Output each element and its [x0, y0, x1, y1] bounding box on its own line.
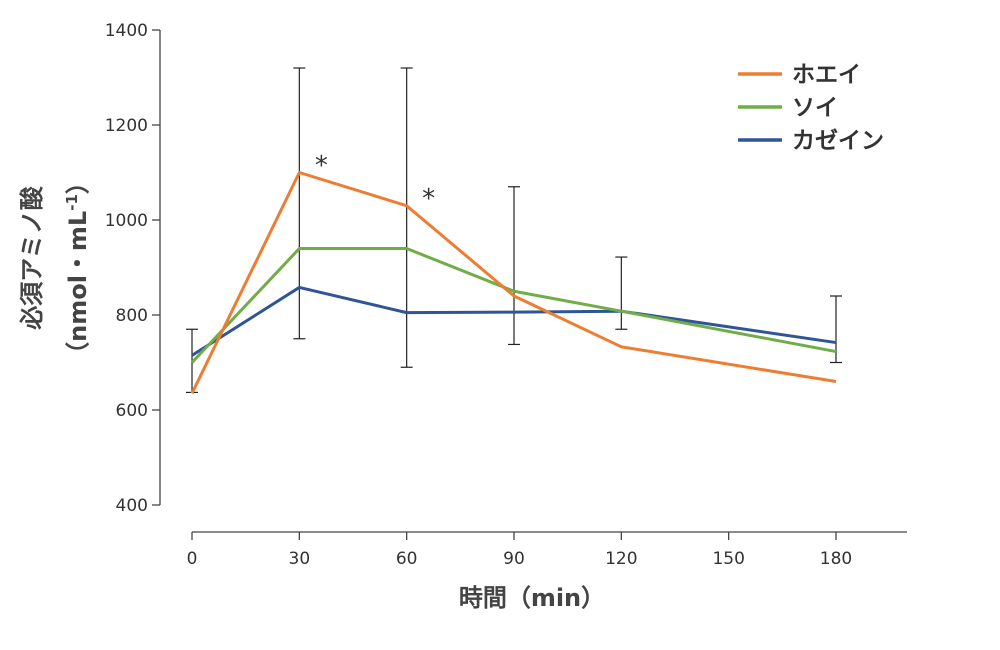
- y-tick-label: 1400: [105, 21, 148, 41]
- x-axis: 0 30 60 90 120 150 180: [187, 531, 907, 569]
- x-tick-label: 30: [289, 549, 311, 569]
- legend-label: ホエイ: [792, 62, 861, 88]
- y-axis-title-line2: （nmol・mL-1）: [63, 170, 92, 366]
- series-line-0: [190, 171, 837, 395]
- x-tick-label: 60: [396, 549, 418, 569]
- series-lines: [190, 171, 837, 395]
- y-axis-title-line1: 必須アミノ酸: [18, 185, 46, 330]
- series-line-1: [190, 247, 837, 364]
- y-axis-title-unit: （nmol・mL: [64, 211, 92, 366]
- significance-asterisk: *: [422, 184, 435, 214]
- error-bars: [186, 67, 842, 394]
- y-tick-label: 1200: [105, 116, 148, 136]
- y-tick-label: 1000: [105, 211, 148, 231]
- y-axis-title: 必須アミノ酸 （nmol・mL-1）: [18, 170, 92, 366]
- y-axis-title-close-paren: ）: [64, 170, 92, 194]
- annotations: **: [315, 151, 435, 214]
- x-tick-label: 90: [503, 549, 525, 569]
- y-axis: 400 600 800 1000 1200 1400: [105, 21, 161, 516]
- x-tick-label: 0: [187, 549, 198, 569]
- x-axis-title: 時間（min）: [459, 584, 605, 612]
- y-axis-title-superscript: -1: [63, 194, 81, 211]
- significance-asterisk: *: [315, 151, 328, 181]
- y-tick-label: 600: [116, 401, 148, 421]
- x-tick-label: 180: [820, 549, 852, 569]
- legend-label: カゼイン: [792, 128, 884, 154]
- x-tick-label: 120: [605, 549, 637, 569]
- legend-label: ソイ: [792, 95, 838, 121]
- y-tick-label: 800: [116, 306, 148, 326]
- y-tick-label: 400: [116, 496, 148, 516]
- x-tick-label: 150: [712, 549, 744, 569]
